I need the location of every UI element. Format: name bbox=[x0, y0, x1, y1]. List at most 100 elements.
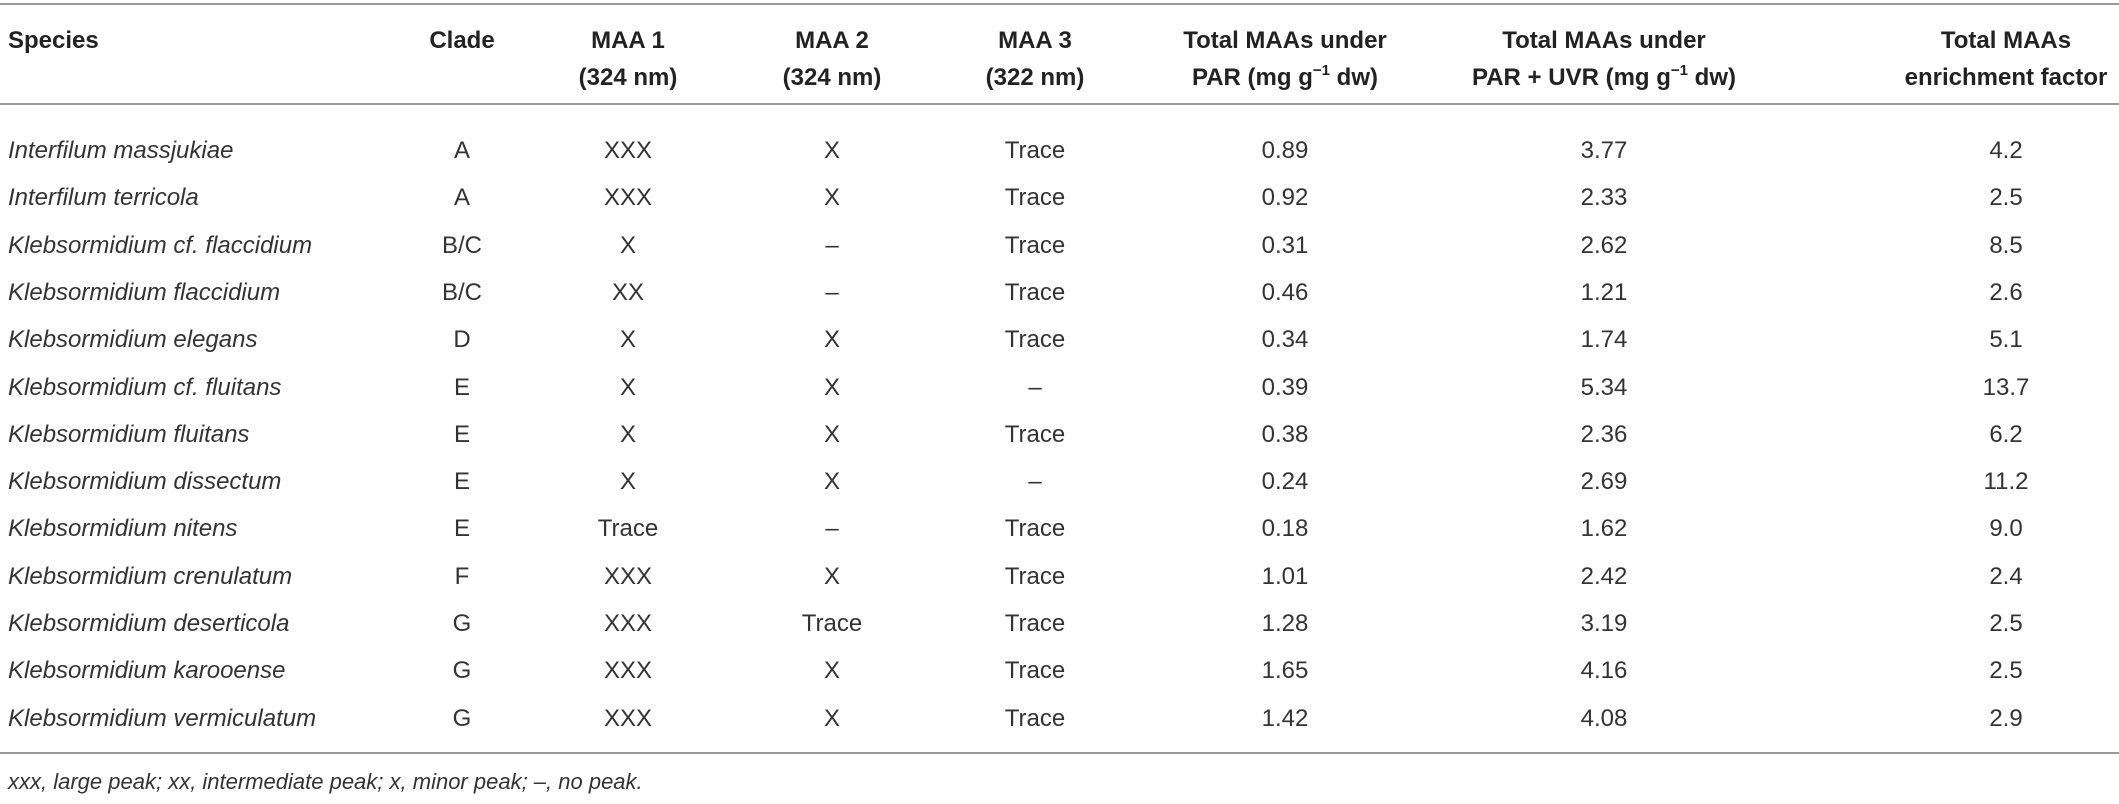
table-cell: 2.62 bbox=[1580, 231, 1628, 259]
table-cell: E bbox=[453, 420, 471, 448]
species-name: Klebsormidium karooense bbox=[8, 657, 286, 685]
species-name: Klebsormidium crenulatum bbox=[8, 562, 293, 590]
table-cell: 0.18 bbox=[1261, 515, 1309, 543]
table-cell: Trace bbox=[1004, 562, 1066, 590]
table-cell: 1.01 bbox=[1261, 562, 1309, 590]
table-cell: – bbox=[825, 278, 839, 306]
table-cell: XXX bbox=[603, 704, 653, 732]
table-cell: G bbox=[452, 657, 472, 685]
table-cell: X bbox=[619, 468, 637, 496]
table-cell: Trace bbox=[1004, 231, 1066, 259]
table-cell: 0.46 bbox=[1261, 278, 1309, 306]
table-cell: 11.2 bbox=[1983, 468, 2029, 496]
table-cell: XXX bbox=[603, 184, 653, 212]
table-cell: 2.36 bbox=[1580, 420, 1628, 448]
table-cell: Trace bbox=[801, 610, 863, 637]
header-text: PAR (mg g−1 dw) bbox=[1192, 63, 1378, 93]
header-text: dw) bbox=[1688, 64, 1737, 91]
table-cell: 2.4 bbox=[1989, 562, 2023, 590]
header-text: (324 nm) bbox=[578, 64, 678, 91]
table-cell: 2.33 bbox=[1580, 184, 1628, 212]
table-cell: X bbox=[823, 420, 841, 448]
table-cell: 4.2 bbox=[1989, 137, 2023, 164]
table-cell: D bbox=[453, 326, 471, 354]
table-cell: XXX bbox=[603, 610, 653, 637]
table-cell: 4.08 bbox=[1580, 704, 1628, 732]
table-cell: X bbox=[823, 468, 841, 496]
table-cell: Trace bbox=[1004, 610, 1066, 637]
table-cell: Trace bbox=[1004, 326, 1066, 354]
header-text: Species bbox=[8, 27, 99, 54]
header-superscript: −1 bbox=[1312, 62, 1330, 79]
table-cell: X bbox=[823, 326, 841, 354]
table-cell: Trace bbox=[1004, 657, 1066, 685]
table-cell: X bbox=[619, 420, 637, 448]
table-cell: 1.62 bbox=[1580, 515, 1628, 543]
species-name: Klebsormidium cf. flaccidium bbox=[8, 231, 313, 259]
header-text: MAA 2 bbox=[795, 27, 869, 54]
table-cell: A bbox=[453, 137, 471, 164]
header-text: Total MAAs under bbox=[1502, 27, 1706, 54]
header-text: (324 nm) bbox=[782, 64, 882, 91]
header-text: enrichment factor bbox=[1904, 64, 2108, 91]
species-name: Klebsormidium vermiculatum bbox=[8, 704, 317, 732]
table-cell: Trace bbox=[597, 515, 659, 543]
table-cell: X bbox=[823, 184, 841, 212]
table-cell: XXX bbox=[603, 562, 653, 590]
table-cell: 2.5 bbox=[1989, 610, 2023, 637]
table-cell: 1.74 bbox=[1580, 326, 1628, 354]
table-cell: A bbox=[453, 184, 471, 212]
header-text: PAR + UVR (mg g bbox=[1471, 64, 1671, 91]
table-cell: 0.92 bbox=[1261, 184, 1309, 212]
species-name: Klebsormidium elegans bbox=[8, 326, 258, 354]
table-cell: 2.5 bbox=[1989, 184, 2023, 212]
table-cell: 1.42 bbox=[1261, 704, 1309, 732]
header-text: PAR (mg g bbox=[1192, 64, 1313, 91]
table-cell: E bbox=[453, 515, 471, 543]
table-cell: 13.7 bbox=[1982, 373, 2030, 401]
table-cell: 9.0 bbox=[1989, 515, 2023, 543]
table-cell: 3.77 bbox=[1580, 137, 1628, 164]
table-cell: X bbox=[823, 562, 841, 590]
header-text: PAR + UVR (mg g−1 dw) bbox=[1472, 63, 1736, 93]
table-cell: F bbox=[454, 562, 470, 590]
table-cell: XX bbox=[611, 278, 645, 306]
table-cell: Trace bbox=[1004, 184, 1066, 212]
table-cell: Trace bbox=[1004, 420, 1066, 448]
species-name: Klebsormidium flaccidium bbox=[8, 278, 281, 306]
header-text: (322 nm) bbox=[985, 64, 1085, 91]
table-cell: 6.2 bbox=[1989, 420, 2023, 448]
table-cell: E bbox=[453, 373, 471, 401]
table-cell: G bbox=[452, 610, 472, 637]
header-text: Total MAAs under bbox=[1183, 27, 1387, 54]
table-cell: 0.31 bbox=[1261, 231, 1309, 259]
table-cell: Trace bbox=[1004, 515, 1066, 543]
table-cell: X bbox=[619, 373, 637, 401]
table-cell: X bbox=[619, 231, 637, 259]
table-cell: 3.19 bbox=[1580, 610, 1628, 637]
table-cell: 0.38 bbox=[1261, 420, 1309, 448]
species-name: Klebsormidium nitens bbox=[8, 515, 238, 543]
species-name: Interfilum massjukiae bbox=[8, 137, 234, 164]
table-cell: 1.28 bbox=[1261, 610, 1309, 637]
table-cell: 2.42 bbox=[1580, 562, 1628, 590]
table-cell: 8.5 bbox=[1989, 231, 2023, 259]
table-cell: 0.89 bbox=[1261, 137, 1309, 164]
table-cell: XXX bbox=[603, 137, 653, 164]
table-cell: 4.16 bbox=[1580, 657, 1628, 685]
table-cell: Trace bbox=[1004, 704, 1066, 732]
table-cell: – bbox=[1028, 373, 1042, 401]
table-cell: 2.69 bbox=[1580, 468, 1628, 496]
table-cell: XXX bbox=[603, 657, 653, 685]
header-text: MAA 1 bbox=[591, 27, 665, 54]
species-name: Klebsormidium deserticola bbox=[8, 610, 290, 637]
table-cell: E bbox=[453, 468, 471, 496]
table-cell: 0.34 bbox=[1261, 326, 1309, 354]
header-text: dw) bbox=[1330, 64, 1378, 91]
table-cell: B/C bbox=[441, 231, 483, 259]
header-text: Clade bbox=[429, 27, 495, 54]
table-cell: X bbox=[823, 657, 841, 685]
table-cell: 0.39 bbox=[1261, 373, 1309, 401]
header-rule bbox=[0, 103, 2119, 105]
